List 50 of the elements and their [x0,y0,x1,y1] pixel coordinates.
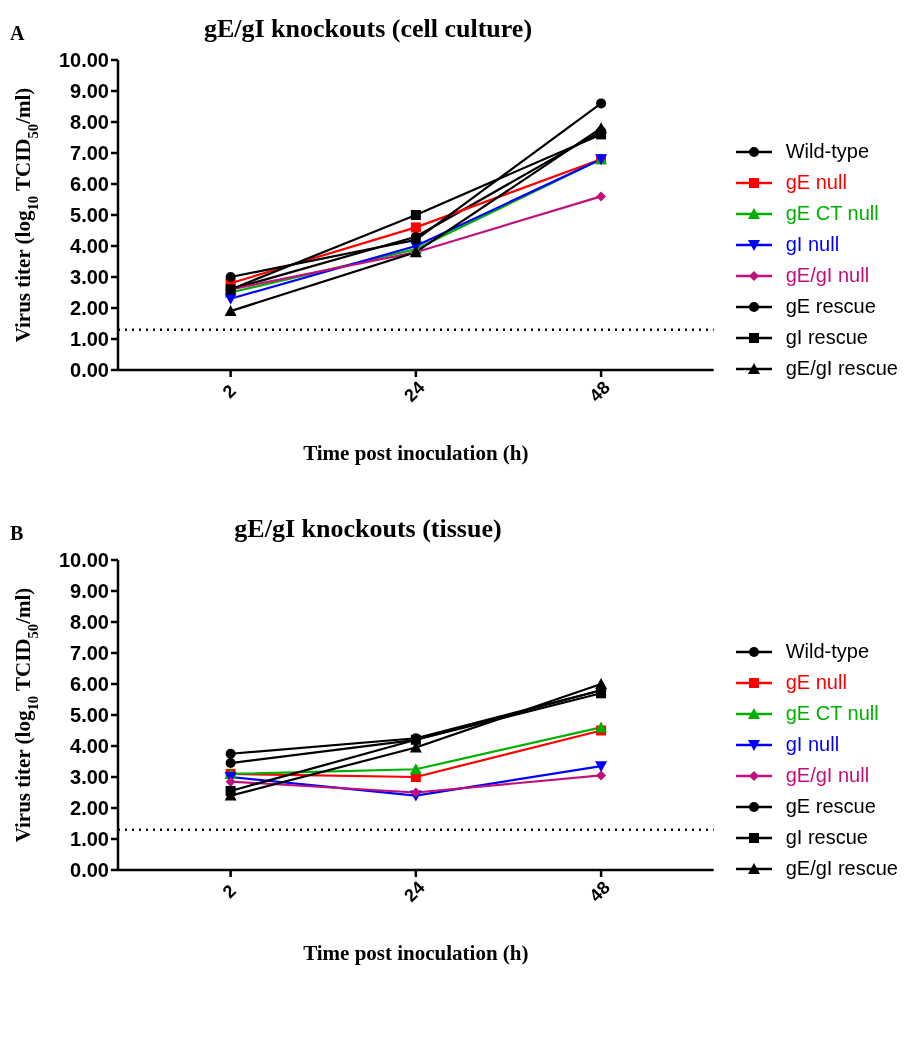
legend-label: gE rescue [785,294,876,319]
y-tick-label: 3.00 [70,766,109,789]
y-tick-label: 6.00 [70,173,109,196]
y-tick-label: 7.00 [70,642,109,665]
legend-label: gE null [785,170,847,195]
x-axis-title: Time post inoculation (h) [303,441,529,465]
y-tick-label: 3.00 [70,266,109,289]
y-tick-label: 0.00 [70,859,109,882]
y-tick-label: 2.00 [70,297,109,320]
y-tick-label: 1.00 [70,828,109,851]
legend-label: gI rescue [785,825,868,850]
y-tick-label: 8.00 [70,111,109,134]
legend-label: gE/gI null [785,763,870,788]
chart-title: gE/gI knockouts (cell culture) [202,14,534,44]
y-tick-label: 7.00 [70,142,109,165]
y-tick-label: 10.00 [58,549,109,572]
y-tick-label: 6.00 [70,673,109,696]
legend-label: gI rescue [785,325,868,350]
legend-label: gE CT null [785,201,879,226]
x-tick-label: 2 [218,880,240,903]
legend-label: gE/gI null [785,263,870,288]
legend-label: gE/gI rescue [785,356,898,381]
y-tick-label: 1.00 [70,328,109,351]
x-tick-label: 2 [218,380,240,403]
text: A [10,22,25,45]
x-tick-label: 48 [585,377,614,406]
legend-label: Wild-type [785,639,870,664]
legend-label: gI null [785,732,840,757]
legend-label: gE rescue [785,794,876,819]
legend-label: gE CT null [785,701,879,726]
y-tick-label: 2.00 [70,797,109,820]
y-tick-label: 0.00 [70,359,109,382]
y-tick-label: 10.00 [58,49,109,72]
y-tick-label: 5.00 [70,704,109,727]
y-tick-label: 5.00 [70,204,109,227]
y-tick-label: 4.00 [70,735,109,758]
legend-label: gE null [785,670,847,695]
legend-label: Wild-type [785,139,870,164]
text: B [10,522,24,545]
x-tick-label: 48 [585,877,614,906]
x-tick-label: 24 [400,877,429,906]
chart-title: gE/gI knockouts (tissue) [233,514,503,544]
y-tick-label: 4.00 [70,235,109,258]
x-tick-label: 24 [400,377,429,406]
y-tick-label: 9.00 [70,580,109,603]
legend-label: gE/gI rescue [785,856,898,881]
y-tick-label: 9.00 [70,80,109,103]
y-tick-label: 8.00 [70,611,109,634]
legend-label: gI null [785,232,840,257]
x-axis-title: Time post inoculation (h) [303,941,529,965]
